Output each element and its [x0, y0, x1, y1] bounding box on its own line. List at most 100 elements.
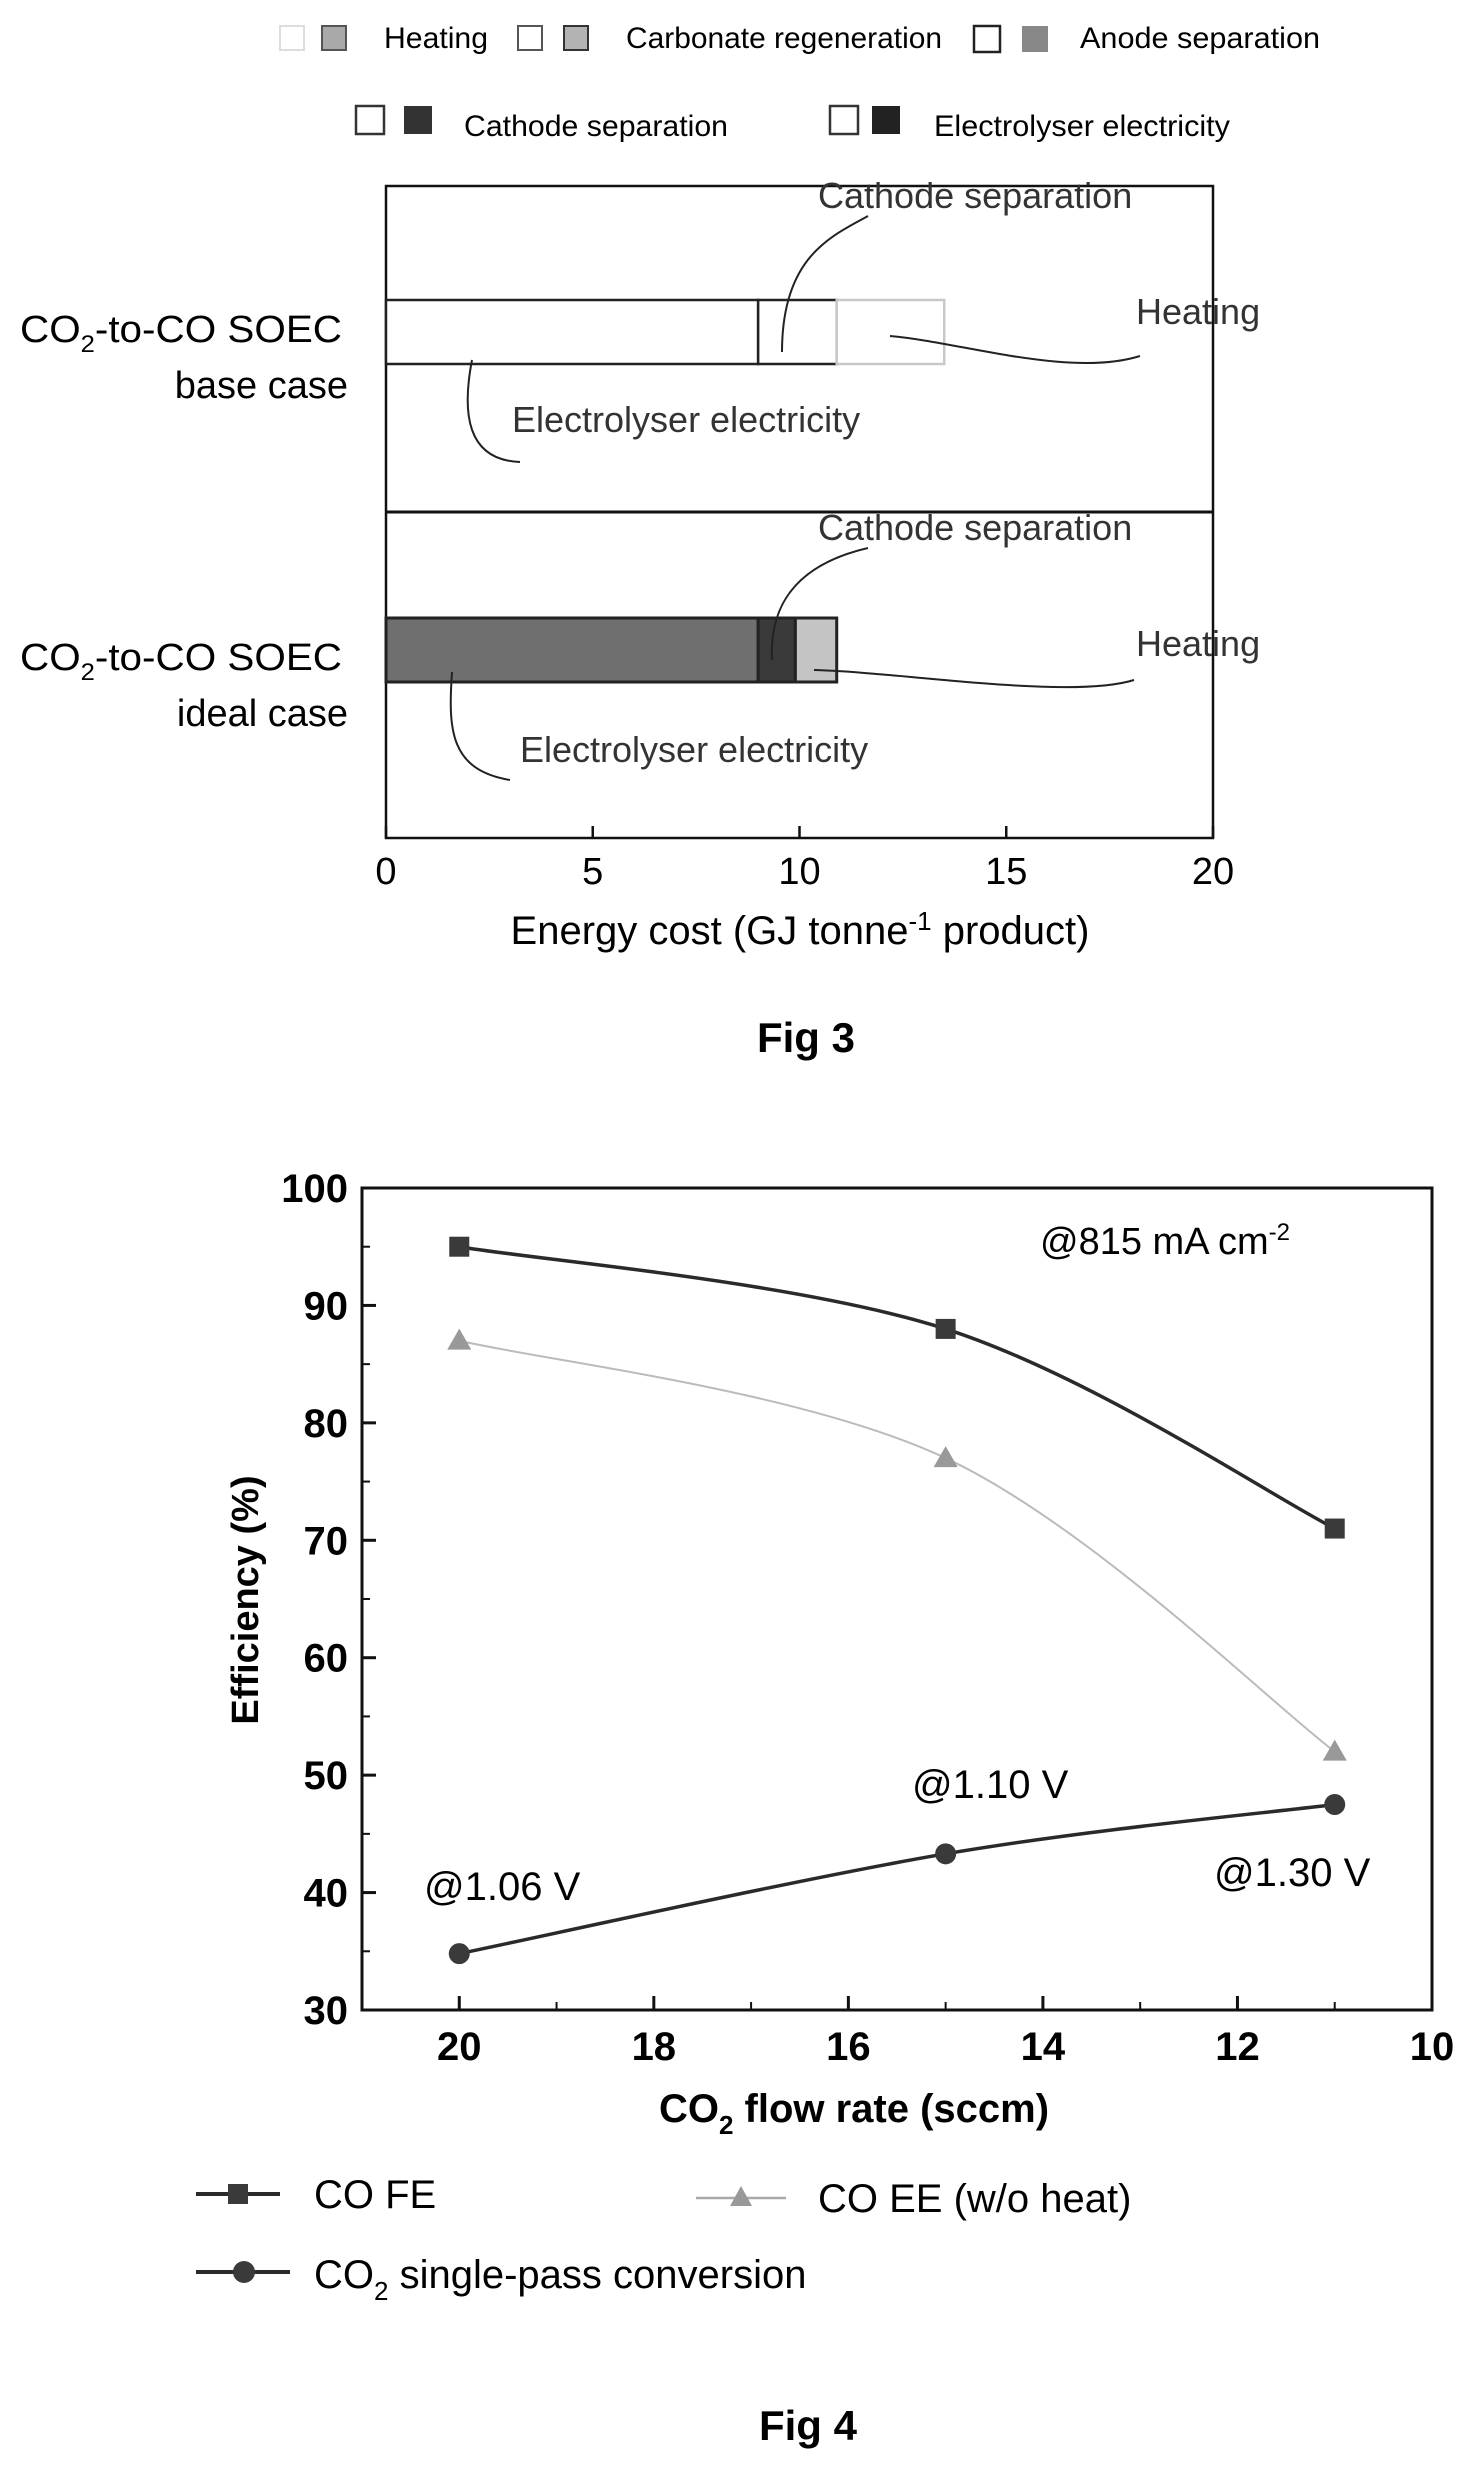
fig4-y-tick-label: 30: [304, 1989, 349, 2033]
legend-anode-swatch-ideal: [1022, 26, 1048, 52]
fig4-x-tick-label: 20: [437, 2025, 482, 2069]
fig4-x-tick-label: 16: [826, 2025, 871, 2069]
fig4-x-tick-label: 12: [1215, 2025, 1260, 2069]
bar-cathode-separation-base: [756, 298, 838, 366]
fig4-y-tick-label: 80: [304, 1402, 349, 1446]
category-label-base-line2: base case: [175, 365, 348, 407]
fig3-bar-chart: Heating Carbonate regeneration Anode sep…: [20, 22, 1320, 1061]
annotation-electricity-base: Electrolyser electricity: [512, 399, 860, 440]
legend-cathode: Cathode separation: [354, 104, 728, 143]
legend-ee-marker: [730, 2186, 752, 2206]
fig4-y-axis-label: Efficiency (%): [225, 1475, 267, 1724]
fig4-y-tick-label: 90: [304, 1284, 349, 1328]
legend-carbonate-swatch-ideal: [563, 25, 589, 51]
legend-cathode-swatch-base: [354, 104, 386, 136]
bar-cathode-separation-ideal: [756, 616, 797, 684]
legend-fe-marker: [228, 2184, 248, 2204]
fig4-series: [447, 1236, 1347, 1965]
fig4-current-density-label: @815 mA cm-2: [1040, 1219, 1290, 1263]
legend-heating-swatch-ideal: [321, 25, 347, 51]
category-label-base-line1: CO 2-to-CO SOEC: [20, 309, 342, 358]
series-line-co-fe: [458, 1244, 1336, 1531]
bar-heating-base: [835, 298, 946, 366]
legend-anode-swatch-base: [972, 24, 1002, 54]
point-co-fe: [935, 1318, 956, 1339]
fig3-x-tick-label: 20: [1192, 851, 1234, 893]
annotation-heating-ideal-leader: [813, 669, 1135, 689]
legend-carbonate-swatch-base: [517, 25, 543, 51]
point-co2-single-pass-conversion: [448, 1943, 470, 1965]
fig3-x-tick-label: 15: [985, 851, 1027, 893]
annotation-cathode-base-leader: [781, 215, 869, 353]
fig3-annotations-ideal: Cathode separation Heating Electrolyser …: [449, 507, 1260, 781]
fig4-y-tick-label: 60: [304, 1637, 349, 1681]
fig3-category-labels: CO 2-to-CO SOEC base case CO 2-to-CO SOEC …: [20, 309, 348, 735]
point-co2-single-pass-conversion: [1324, 1794, 1346, 1815]
legend-conv-marker: [233, 2261, 255, 2283]
fig4-y-tick-label: 50: [304, 1754, 349, 1798]
fig4-voltage-label-1: @1.06 V: [424, 1865, 581, 1909]
annotation-heating-base: Heating: [1136, 291, 1260, 332]
annotation-heating-ideal: Heating: [1136, 623, 1260, 664]
legend-heating: Heating: [279, 22, 488, 55]
fig3-annotations-base: Cathode separation Heating Electrolyser …: [466, 175, 1260, 463]
annotation-electricity-ideal-leader: [449, 671, 511, 781]
legend-electricity-swatch-base: [828, 104, 860, 136]
legend-carbonate: Carbonate regeneration: [517, 22, 942, 55]
fig4-x-axis-label: CO2 flow rate (sccm): [659, 2087, 1049, 2140]
series-line-co-ee-w-o-heat-: [459, 1339, 1336, 1753]
legend-conv-label: CO2 single-pass conversion: [314, 2253, 806, 2306]
series-line-co2-single-pass-conversion: [458, 1802, 1335, 1956]
legend-anode-label: Anode separation: [1080, 22, 1320, 55]
fig3-x-axis: 0 5 10 15 20: [375, 826, 1234, 893]
point-co-fe: [1324, 1518, 1345, 1539]
fig3-x-tick-label: 0: [375, 851, 396, 893]
fig4-y-tick-label: 40: [304, 1872, 349, 1916]
fig4-line-chart: 30 40 50 60 70 80 90 100 20 18 16 14 12 10 Efficiency…: [196, 1167, 1454, 2449]
point-co-fe: [449, 1236, 470, 1257]
fig3-caption: Fig 3: [757, 1014, 855, 1061]
legend-ee-label: CO EE (w/o heat): [818, 2177, 1131, 2221]
fig4-y-tick-label: 100: [281, 1167, 348, 1211]
annotation-cathode-base: Cathode separation: [818, 175, 1132, 216]
fig4-legend: CO FE CO EE (w/o heat) CO2 single-pass c…: [196, 2173, 1131, 2306]
legend-electricity: Electrolyser electricity: [828, 104, 1230, 143]
fig3-x-tick-label: 5: [582, 851, 603, 893]
fig3-x-axis-label: Energy cost (GJ tonne-1 product): [511, 906, 1090, 953]
legend-carbonate-label: Carbonate regeneration: [626, 22, 942, 55]
fig4-x-tick-label: 14: [1021, 2025, 1066, 2069]
fig4-caption: Fig 4: [759, 2402, 858, 2449]
fig4-y-tick-label: 70: [304, 1519, 349, 1563]
bar-heating-ideal: [793, 616, 839, 684]
point-co-ee-w-o-heat-: [447, 1328, 472, 1350]
legend-cathode-swatch-ideal: [404, 106, 432, 134]
legend-cathode-label: Cathode separation: [464, 110, 728, 143]
category-label-ideal-line2: ideal case: [177, 693, 348, 735]
annotation-electricity-base-leader: [466, 359, 521, 463]
annotation-electricity-ideal: Electrolyser electricity: [520, 729, 868, 770]
bar-electrolyser-electricity-base: [384, 298, 760, 366]
fig4-axes: 30 40 50 60 70 80 90 100 20 18 16 14 12 10: [281, 1167, 1454, 2069]
fig4-voltage-label-2: @1.10 V: [912, 1763, 1069, 1807]
fig3-bars: [384, 298, 946, 684]
legend-anode: Anode separation: [972, 22, 1320, 55]
bar-electrolyser-electricity-ideal: [384, 616, 760, 684]
fig4-x-tick-label: 10: [1410, 2025, 1455, 2069]
fig4-voltage-label-3: @1.30 V: [1214, 1851, 1371, 1895]
point-co2-single-pass-conversion: [935, 1843, 957, 1865]
fig3-legend: Heating Carbonate regeneration Anode sep…: [279, 22, 1320, 143]
point-co-ee-w-o-heat-: [933, 1446, 958, 1468]
annotation-cathode-ideal: Cathode separation: [818, 507, 1132, 548]
fig4-x-tick-label: 18: [632, 2025, 677, 2069]
legend-heating-swatch-base: [279, 25, 305, 51]
category-label-ideal-line1: CO 2-to-CO SOEC: [20, 637, 342, 686]
annotation-heating-base-leader: [889, 335, 1141, 365]
legend-fe-label: CO FE: [314, 2173, 436, 2217]
legend-heating-label: Heating: [384, 22, 488, 55]
legend-electricity-label: Electrolyser electricity: [934, 110, 1230, 143]
point-co-ee-w-o-heat-: [1322, 1739, 1347, 1761]
annotation-cathode-ideal-leader: [770, 547, 869, 661]
fig3-x-tick-label: 10: [778, 851, 820, 893]
legend-electricity-swatch-ideal: [872, 106, 900, 134]
